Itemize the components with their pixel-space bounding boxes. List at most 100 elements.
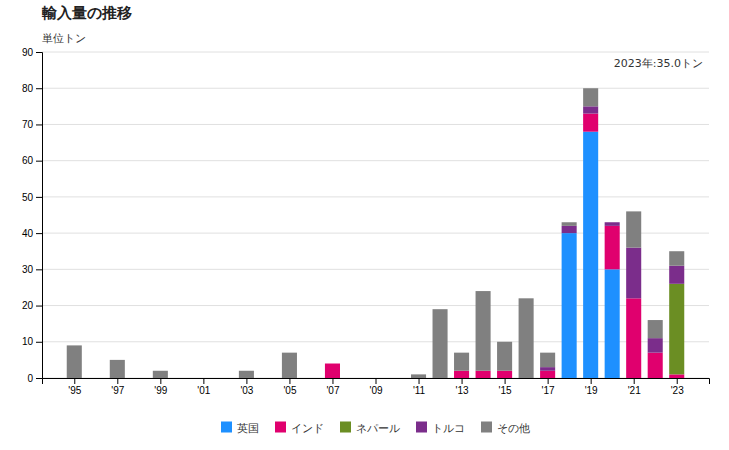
- x-axis-line: [43, 379, 710, 385]
- x-tick-mark: [160, 378, 161, 384]
- bar: [648, 320, 663, 338]
- x-tick-label: '05: [283, 385, 296, 396]
- bar: [454, 371, 469, 378]
- bar: [174, 378, 189, 379]
- bar: [303, 378, 318, 379]
- legend-swatch: [275, 422, 286, 433]
- bar: [325, 363, 340, 364]
- x-tick: '97: [111, 378, 124, 396]
- x-tick: '99: [154, 378, 167, 396]
- y-tick-label: 90: [22, 47, 34, 58]
- bar: [260, 378, 275, 379]
- legend-item: その他: [481, 422, 530, 435]
- x-tick-label: '15: [499, 385, 512, 396]
- legend-label: 英国: [237, 422, 259, 435]
- grid-line: [42, 196, 709, 197]
- bar: [260, 378, 275, 379]
- bar: [110, 360, 125, 378]
- bar: [260, 378, 275, 379]
- y-tick-mark: [36, 233, 42, 234]
- y-tick-mark: [36, 124, 42, 125]
- bar: [583, 88, 598, 106]
- series: [669, 284, 684, 375]
- y-tick: 0: [27, 373, 42, 384]
- x-tick-label: '99: [154, 385, 167, 396]
- bar: [153, 371, 168, 378]
- y-tick: 40: [22, 228, 42, 239]
- x-tick-mark: [634, 378, 635, 384]
- y-tick: 20: [22, 300, 42, 311]
- title: 輸入量の推移: [41, 4, 132, 22]
- bar: [325, 363, 340, 364]
- bar: [411, 374, 426, 378]
- bar: [303, 378, 318, 379]
- bar: [389, 378, 404, 379]
- y-tick-label: 0: [27, 373, 33, 384]
- bar: [325, 364, 340, 378]
- x-tick: '03: [240, 378, 253, 396]
- legend-swatch: [221, 422, 232, 433]
- series: [325, 114, 684, 378]
- grid-line: [42, 52, 709, 53]
- bar: [131, 378, 146, 379]
- legend-swatch: [416, 422, 427, 433]
- x-tick-label: '03: [240, 385, 253, 396]
- bar: [540, 371, 555, 378]
- x-tick-mark: [332, 378, 333, 384]
- x-tick-mark: [246, 378, 247, 384]
- bar: [648, 353, 663, 378]
- x-tick-label: '09: [369, 385, 382, 396]
- bar: [196, 378, 211, 379]
- series: [562, 132, 620, 378]
- bar: [368, 378, 383, 379]
- bar: [303, 378, 318, 379]
- bar: [669, 374, 684, 378]
- bar: [562, 226, 577, 233]
- bar: [196, 378, 211, 379]
- x-tick-label: '21: [628, 385, 641, 396]
- y-tick: 70: [22, 119, 42, 130]
- bar: [605, 222, 620, 226]
- bar: [519, 298, 534, 378]
- x-tick-label: '19: [585, 385, 598, 396]
- bar: [583, 106, 598, 113]
- bar: [260, 378, 275, 379]
- bar: [346, 378, 361, 379]
- bar: [346, 378, 361, 379]
- x-tick-label: '23: [671, 385, 684, 396]
- series: [540, 106, 684, 370]
- legend-label: トルコ: [432, 422, 465, 435]
- bar: [648, 338, 663, 352]
- y-tick-mark: [36, 306, 42, 307]
- bar: [605, 269, 620, 378]
- bar: [669, 251, 684, 265]
- bar: [325, 363, 340, 364]
- x-tick-mark: [289, 378, 290, 384]
- grid-line: [42, 160, 709, 161]
- bar: [174, 378, 189, 379]
- y-tick: 60: [22, 155, 42, 166]
- x-tick: '11: [413, 378, 426, 396]
- bar: [389, 378, 404, 379]
- x-tick-label: '95: [68, 385, 81, 396]
- grid-line: [42, 88, 709, 89]
- bar: [562, 233, 577, 378]
- bar: [282, 353, 297, 378]
- x-tick: '19: [585, 378, 598, 396]
- x-tick: '17: [542, 378, 555, 396]
- bar: [196, 378, 211, 379]
- bar: [260, 378, 275, 379]
- bar: [562, 222, 577, 226]
- bar: [389, 378, 404, 379]
- legend-item: ネパール: [340, 422, 400, 435]
- bar: [476, 371, 491, 378]
- bar: [346, 378, 361, 379]
- y-tick-label: 40: [22, 228, 34, 239]
- bar: [540, 367, 555, 371]
- y-tick-label: 30: [22, 264, 34, 275]
- y-tick-mark: [36, 378, 42, 379]
- bar: [626, 211, 641, 247]
- y-tick-label: 70: [22, 119, 34, 130]
- bar: [88, 378, 103, 379]
- bar: [196, 378, 211, 379]
